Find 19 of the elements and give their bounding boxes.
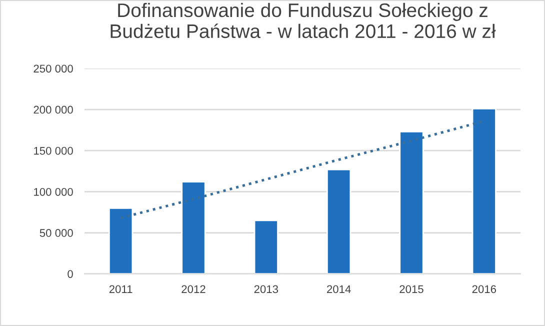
chart-title: Dofinansowanie do Funduszu Sołeckiego z Budżetu Państwa - w latach 2011 - 2016 w zł [110, 2, 496, 38]
bar [108, 207, 134, 274]
bar [254, 220, 278, 274]
x-tick-label: 2016 [472, 285, 496, 294]
y-tick-label: 200 000 [34, 106, 73, 114]
y-tick-label: 250 000 [34, 64, 73, 73]
bar [472, 108, 496, 274]
y-tick-label: 100 000 [34, 188, 73, 196]
x-tick-label: 2011 [109, 285, 132, 294]
x-tick-label: 2013 [254, 285, 278, 294]
bar [181, 181, 206, 274]
bar [326, 168, 352, 274]
y-tick-label: 0 [68, 270, 73, 278]
bar [399, 131, 424, 274]
x-tick-label: 2014 [327, 285, 351, 294]
y-tick-label: 150 000 [34, 146, 73, 155]
y-tick-label: 50 000 [40, 229, 73, 237]
x-tick-label: 2012 [182, 285, 206, 294]
x-tick-label: 2015 [400, 285, 424, 294]
